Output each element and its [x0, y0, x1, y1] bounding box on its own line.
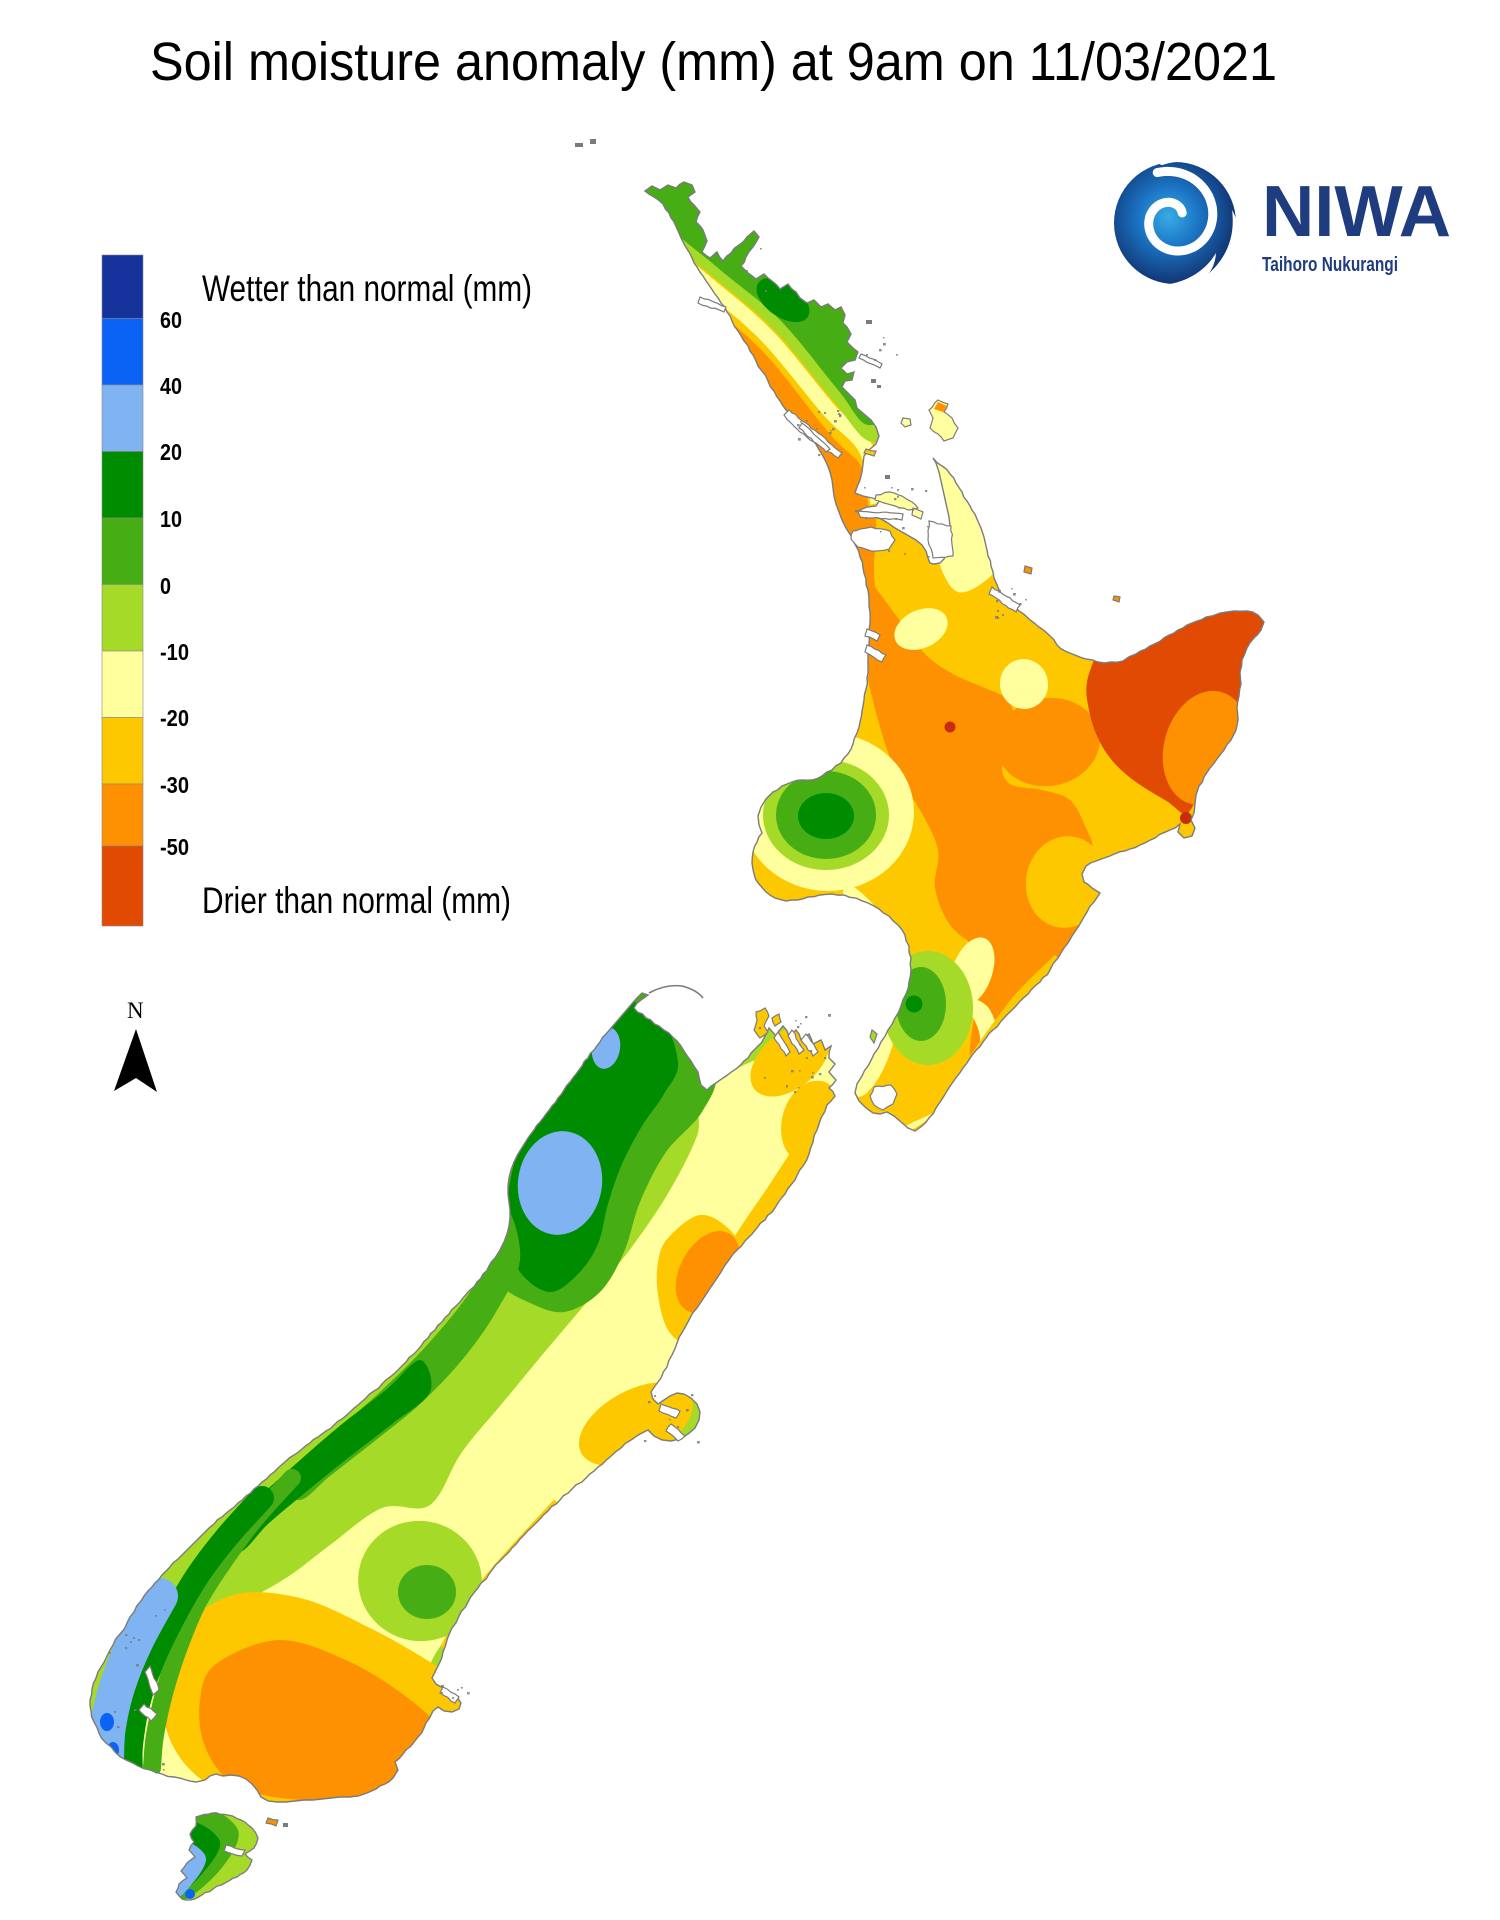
- svg-text:Wetter than normal (mm): Wetter than normal (mm): [202, 268, 532, 309]
- svg-text:60: 60: [160, 307, 182, 333]
- svg-text:20: 20: [160, 439, 182, 465]
- svg-text:Drier than normal (mm): Drier than normal (mm): [202, 880, 511, 921]
- svg-text:-30: -30: [160, 772, 189, 798]
- svg-text:0: 0: [160, 573, 171, 599]
- svg-text:Taihoro Nukurangi: Taihoro Nukurangi: [1262, 254, 1398, 276]
- svg-text:40: 40: [160, 373, 182, 399]
- svg-text:N: N: [127, 998, 144, 1023]
- svg-text:10: 10: [160, 506, 182, 532]
- svg-text:-50: -50: [160, 834, 189, 860]
- svg-text:Soil moisture anomaly (mm) at: Soil moisture anomaly (mm) at 9am on 11/…: [150, 32, 1277, 92]
- svg-text:NIWA: NIWA: [1262, 172, 1451, 252]
- svg-text:-20: -20: [160, 705, 189, 731]
- svg-text:-10: -10: [160, 639, 189, 665]
